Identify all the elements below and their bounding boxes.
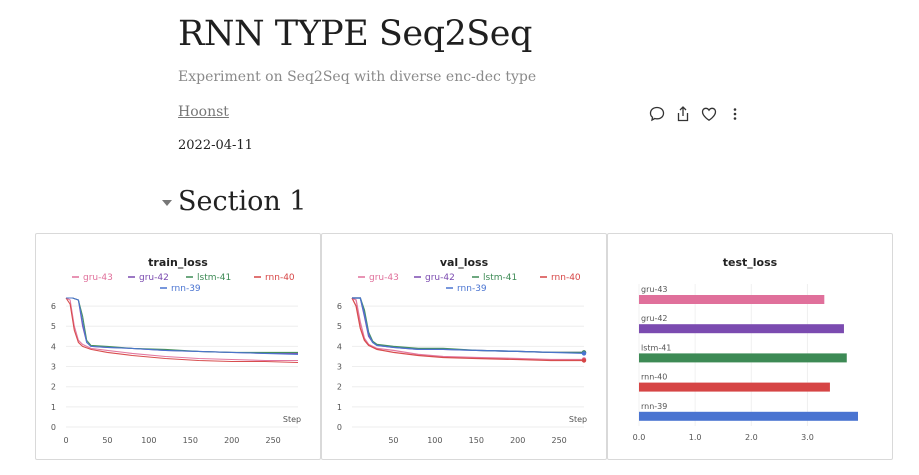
page-title: RNN TYPE Seq2Seq — [178, 14, 532, 54]
legend-label: rnn-39 — [171, 284, 201, 294]
x-tick-label: 50 — [102, 436, 112, 445]
chart-title: val_loss — [440, 256, 489, 269]
y-tick-label: 0 — [337, 423, 342, 432]
chart-title: test_loss — [723, 256, 778, 269]
chart-panel-val-loss[interactable]: val_loss gru-43 gru-42 lstm-41 rnn-40 rnn-39 0… — [321, 233, 607, 460]
x-tick-label: 2.0 — [745, 433, 758, 442]
bar-category-label: lstm-41 — [641, 343, 671, 352]
x-tick-label: 100 — [427, 436, 442, 445]
collapse-caret-icon[interactable] — [162, 199, 172, 206]
x-tick-label: 0 — [63, 436, 68, 445]
series-line-rnn-39 — [352, 297, 585, 355]
legend-label: gru-42 — [139, 273, 169, 283]
series-point-rnn-40 — [581, 358, 587, 363]
legend-label: gru-43 — [369, 273, 399, 283]
y-tick-label: 5 — [337, 322, 342, 331]
x-tick-label: 1.0 — [689, 433, 702, 442]
bar-rnn-40 — [639, 382, 830, 392]
author-link[interactable]: Hoonst — [178, 104, 229, 120]
page-subtitle: Experiment on Seq2Seq with diverse enc-d… — [178, 69, 537, 85]
legend-label: rnn-40 — [551, 273, 581, 283]
x-tick-label: 150 — [183, 436, 198, 445]
x-tick-label: 150 — [469, 436, 484, 445]
series-point-rnn-39 — [581, 351, 587, 356]
x-tick-label: 200 — [224, 436, 239, 445]
x-tick-label: 50 — [388, 436, 398, 445]
chart-title: train_loss — [148, 256, 208, 269]
legend-label: rnn-40 — [265, 273, 295, 283]
x-axis-label: Step — [283, 415, 301, 424]
chart-panel-train-loss[interactable]: train_loss gru-43 gru-42 lstm-41 rnn-40 rnn-3… — [35, 233, 321, 460]
y-tick-label: 6 — [337, 302, 342, 311]
y-tick-label: 3 — [51, 363, 56, 372]
more-icon[interactable] — [726, 105, 744, 123]
publish-date: 2022-04-11 — [178, 138, 253, 153]
test-loss-chart: test_loss 0.0 1.0 2.0 3.0 gru-43 gru-42 lstm-41… — [633, 256, 858, 442]
bar-category-label: gru-42 — [641, 314, 668, 323]
legend-label: lstm-41 — [197, 273, 231, 283]
share-icon[interactable] — [674, 105, 692, 123]
legend-label: gru-43 — [83, 273, 113, 283]
report-actions — [648, 104, 744, 124]
comment-icon[interactable] — [648, 105, 666, 123]
y-tick-label: 0 — [51, 423, 56, 432]
x-tick-label: 250 — [266, 436, 281, 445]
train-loss-chart: train_loss gru-43 gru-42 lstm-41 rnn-40 rnn-3… — [51, 256, 301, 445]
x-tick-label: 100 — [141, 436, 156, 445]
y-tick-label: 4 — [51, 342, 56, 351]
y-tick-label: 2 — [337, 383, 342, 392]
bar-lstm-41 — [639, 353, 847, 363]
y-tick-label: 2 — [51, 383, 56, 392]
x-axis-label: Step — [569, 415, 587, 424]
heart-icon[interactable] — [700, 105, 718, 123]
series-line-rnn-40 — [351, 297, 584, 362]
series-line-gru-43 — [65, 297, 298, 362]
y-tick-label: 4 — [337, 342, 342, 351]
bar-category-label: gru-43 — [641, 285, 668, 294]
bar-gru-42 — [639, 324, 844, 334]
y-tick-label: 6 — [51, 302, 56, 311]
bar-category-label: rnn-40 — [641, 373, 667, 382]
series-line-rnn-40 — [65, 297, 299, 364]
y-tick-label: 3 — [337, 363, 342, 372]
legend-label: gru-42 — [425, 273, 455, 283]
legend-label: rnn-39 — [457, 284, 487, 294]
y-tick-label: 5 — [51, 322, 56, 331]
legend-label: lstm-41 — [483, 273, 517, 283]
bar-category-label: rnn-39 — [641, 402, 667, 411]
val-loss-chart: val_loss gru-43 gru-42 lstm-41 rnn-40 rnn-39 0… — [337, 256, 587, 445]
bar-gru-43 — [639, 295, 825, 304]
x-tick-label: 0.0 — [633, 433, 646, 442]
series-line-rnn-39 — [66, 297, 299, 355]
chart-panel-test-loss[interactable]: test_loss 0.0 1.0 2.0 3.0 gru-43 gru-42 lstm-41… — [607, 233, 893, 460]
section-title: Section 1 — [178, 186, 307, 217]
series-line-gru-43 — [351, 297, 584, 361]
x-tick-label: 250 — [552, 436, 567, 445]
bar-rnn-39 — [639, 411, 858, 421]
section-header: Section 1 — [162, 186, 307, 217]
y-tick-label: 1 — [51, 403, 56, 412]
x-tick-label: 3.0 — [801, 433, 814, 442]
y-tick-label: 1 — [337, 403, 342, 412]
x-tick-label: 200 — [510, 436, 525, 445]
